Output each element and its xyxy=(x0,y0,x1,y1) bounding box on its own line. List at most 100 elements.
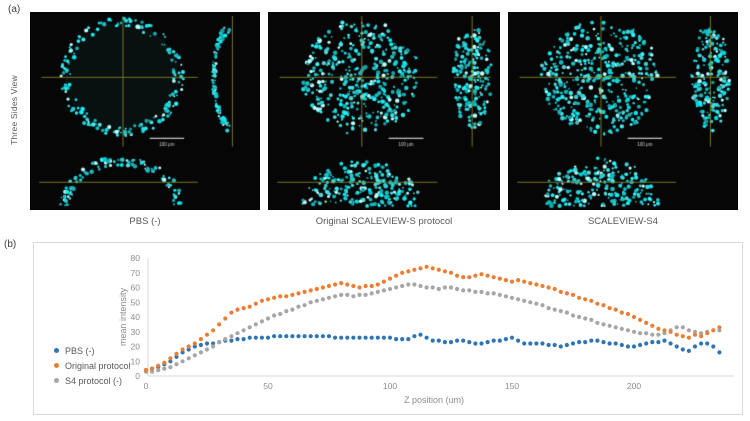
data-point xyxy=(662,338,667,343)
data-point xyxy=(503,337,508,342)
data-point xyxy=(253,301,258,306)
data-point xyxy=(357,335,362,340)
data-point xyxy=(308,288,313,293)
data-point xyxy=(711,344,716,349)
data-point xyxy=(326,334,332,339)
data-point xyxy=(631,329,637,334)
data-point xyxy=(345,292,350,297)
data-point xyxy=(180,359,185,364)
data-point xyxy=(442,340,447,345)
data-point xyxy=(174,354,179,359)
data-point xyxy=(314,286,319,292)
data-point xyxy=(186,356,191,361)
data-point xyxy=(186,344,191,349)
data-point xyxy=(589,317,594,322)
data-point xyxy=(558,289,563,294)
microscopy-image-original-protocol xyxy=(268,12,500,210)
data-point xyxy=(668,341,673,346)
chart-plot-area: 0 10 20 30 40 50 60 70 80 0 50 100 150 200 Z position … xyxy=(118,253,734,405)
data-point xyxy=(564,342,570,348)
y-tick-label: 50 xyxy=(131,297,141,307)
data-point xyxy=(339,292,344,297)
data-point xyxy=(387,286,393,292)
data-point xyxy=(290,334,295,339)
data-point xyxy=(680,325,685,330)
data-point xyxy=(473,273,478,278)
data-point xyxy=(686,348,692,353)
legend-item-1: Original protocol xyxy=(54,358,131,373)
data-point xyxy=(424,264,429,269)
data-point xyxy=(424,335,429,340)
data-point xyxy=(650,332,655,337)
data-point xyxy=(534,301,539,306)
data-point xyxy=(625,344,631,349)
data-point xyxy=(436,338,441,343)
data-point xyxy=(259,319,264,324)
data-point xyxy=(296,291,301,296)
data-point xyxy=(339,335,344,340)
legend-marker-icon xyxy=(54,378,59,383)
data-point xyxy=(284,334,289,339)
data-point xyxy=(265,335,271,340)
data-point xyxy=(552,286,557,292)
data-point xyxy=(577,314,582,320)
data-point xyxy=(180,350,185,355)
data-point xyxy=(589,298,594,303)
data-point xyxy=(198,350,203,355)
panel-b-label: (b) xyxy=(4,239,17,250)
data-point xyxy=(503,278,508,283)
data-point xyxy=(302,289,307,294)
data-point xyxy=(412,334,417,339)
data-point xyxy=(607,341,612,346)
data-point xyxy=(174,362,179,367)
data-point xyxy=(302,334,307,339)
data-point xyxy=(369,283,374,289)
data-point xyxy=(265,297,271,302)
data-point xyxy=(613,341,618,346)
data-point xyxy=(558,344,563,349)
caption-scaleview-s4: SCALEVIEW-S4 xyxy=(587,216,659,227)
data-point xyxy=(479,289,484,294)
data-point xyxy=(613,325,618,330)
data-point xyxy=(491,275,496,280)
data-point xyxy=(229,310,234,315)
data-point xyxy=(516,297,521,302)
data-point xyxy=(400,270,405,275)
microscopy-image-pbs xyxy=(30,12,260,210)
x-tick-label: 150 xyxy=(505,381,519,391)
data-point xyxy=(528,300,533,305)
microscopy-canvas xyxy=(30,12,260,210)
legend-label: Original protocol xyxy=(65,360,131,371)
data-point xyxy=(272,313,277,318)
data-point xyxy=(156,368,161,373)
data-point xyxy=(589,338,594,343)
data-point xyxy=(387,276,393,281)
y-tick-label: 20 xyxy=(131,342,141,352)
data-point xyxy=(418,266,423,271)
data-point xyxy=(198,342,203,348)
data-point xyxy=(656,326,661,331)
data-point xyxy=(461,275,466,280)
data-point xyxy=(528,281,533,286)
y-tick-label: 10 xyxy=(131,356,141,366)
data-point xyxy=(686,335,692,340)
data-point xyxy=(564,291,570,296)
data-point xyxy=(381,288,386,293)
y-tick-label: 30 xyxy=(131,327,141,337)
data-point xyxy=(229,334,234,339)
data-point xyxy=(259,335,264,340)
data-point xyxy=(204,332,210,337)
data-point xyxy=(235,337,240,342)
y-axis-title: mean intensity xyxy=(118,287,128,346)
data-point xyxy=(430,338,435,343)
data-point xyxy=(394,273,399,278)
data-point xyxy=(290,307,295,312)
data-point xyxy=(540,303,545,308)
data-point xyxy=(619,310,624,315)
data-point xyxy=(485,340,490,345)
panel-a-label: (a) xyxy=(8,4,21,15)
data-point xyxy=(198,337,203,342)
data-point xyxy=(192,341,197,346)
data-point xyxy=(192,344,197,349)
data-point xyxy=(351,335,356,340)
